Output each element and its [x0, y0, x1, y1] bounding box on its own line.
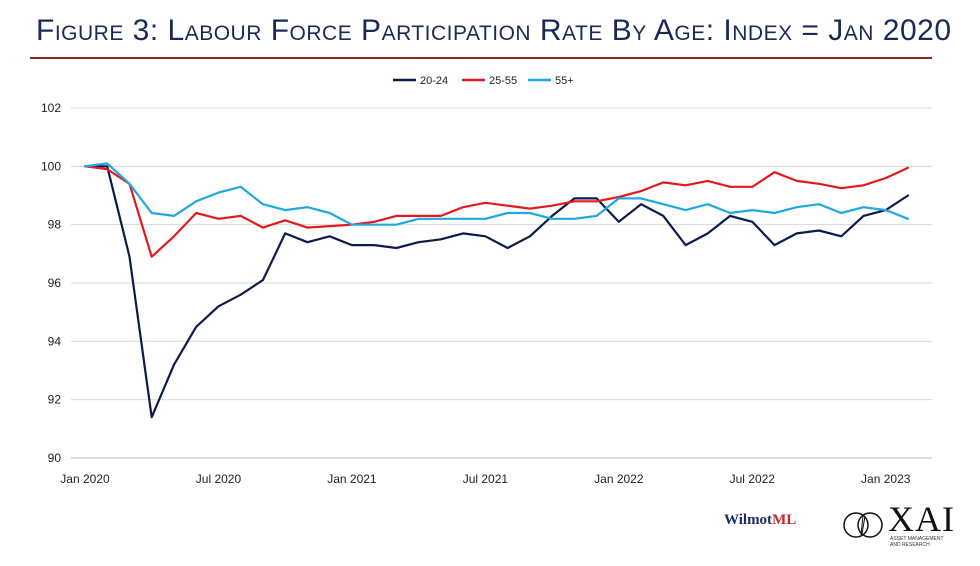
- chart-grid: [71, 107, 932, 459]
- xai-logo-text: XAI: [888, 499, 955, 539]
- wilmotml-logo: WilmotML: [724, 512, 797, 528]
- series-line-25-55: [83, 165, 910, 258]
- x-tick-label: Jul 2021: [463, 472, 509, 486]
- legend-label-55+: 55+: [555, 75, 574, 87]
- title-divider: [30, 57, 932, 59]
- x-tick-label: Jul 2020: [196, 472, 242, 486]
- x-tick-label: Jan 2023: [861, 472, 911, 486]
- series-line-20-24: [83, 165, 910, 419]
- xai-logo-subtitle: ASSET MANAGEMENT AND RESEARCH: [890, 536, 944, 548]
- y-tick-label: 94: [48, 334, 62, 348]
- x-tick-label: Jan 2022: [594, 472, 644, 486]
- x-tick-label: Jan 2021: [327, 472, 377, 486]
- y-tick-label: 90: [48, 451, 62, 465]
- y-tick-label: 102: [41, 101, 61, 115]
- xai-circles-logo-icon: [843, 512, 883, 538]
- chart-series: [83, 162, 910, 419]
- y-tick-label: 100: [41, 159, 61, 173]
- chart-legend: 20-24 25-55 55+: [393, 75, 574, 87]
- x-tick-label: Jan 2020: [60, 472, 110, 486]
- legend-label-20-24: 20-24: [420, 75, 448, 87]
- legend-label-25-55: 25-55: [489, 75, 517, 87]
- y-tick-label: 92: [48, 393, 62, 407]
- series-line-55+: [83, 162, 910, 226]
- page-title: Figure 3: Labour Force Participation Rat…: [36, 14, 952, 47]
- x-tick-label: Jul 2022: [730, 472, 776, 486]
- x-axis-ticks: Jan 2020 Jul 2020 Jan 2021 Jul 2021 Jan 2022…: [60, 472, 910, 486]
- y-axis-ticks: 90 92 94 96 98 100 102: [41, 101, 61, 465]
- y-tick-label: 98: [48, 218, 62, 232]
- y-tick-label: 96: [48, 276, 62, 290]
